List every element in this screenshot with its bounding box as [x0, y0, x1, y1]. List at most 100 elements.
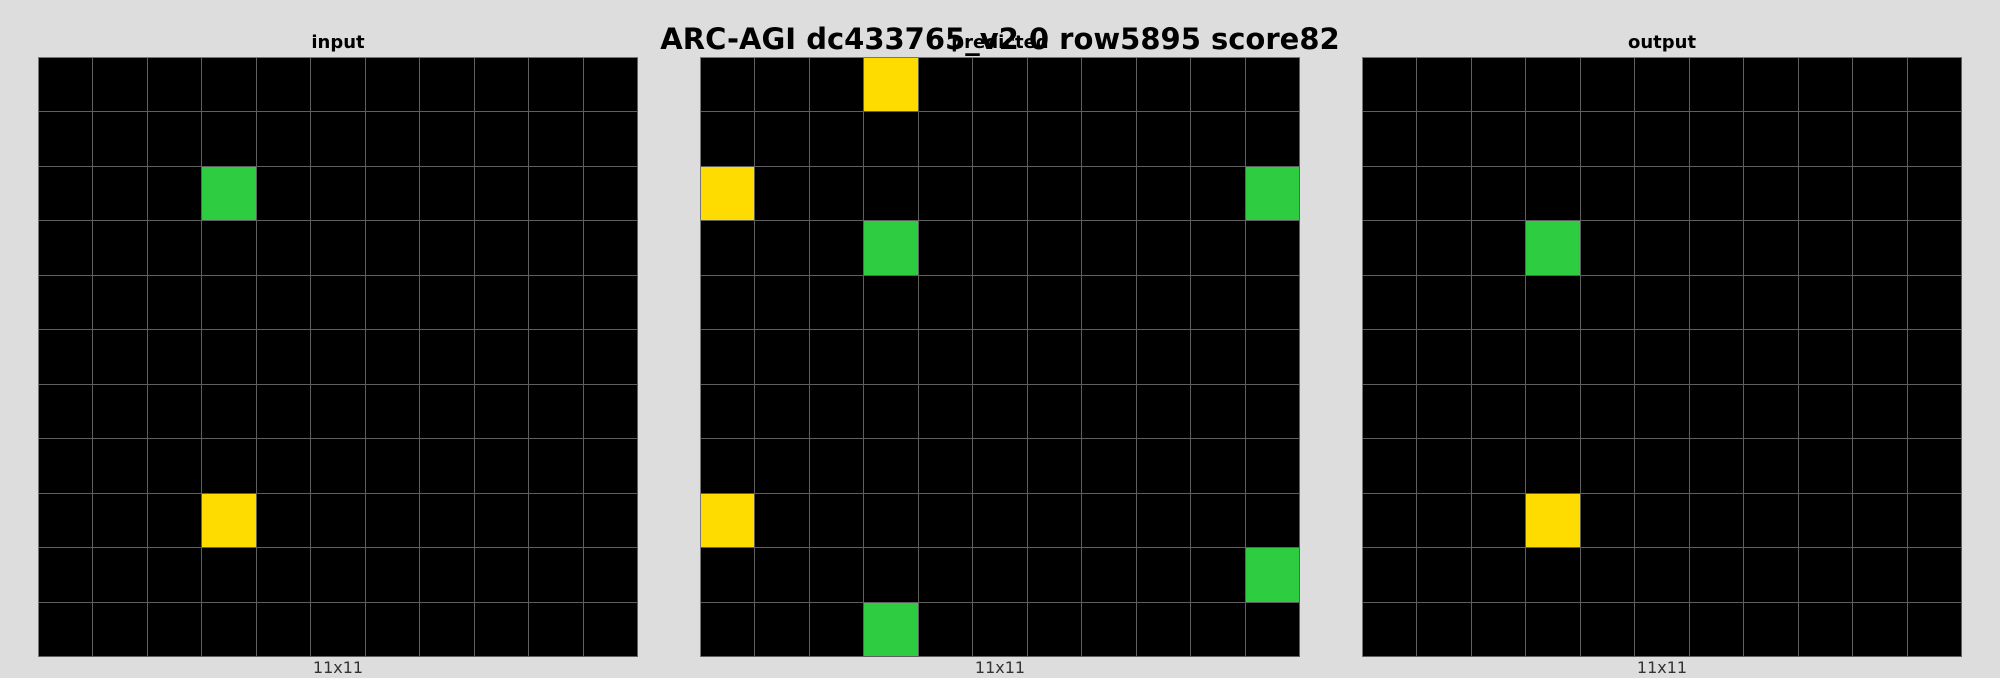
grid-cell	[918, 166, 974, 222]
grid-cell	[1907, 493, 1962, 549]
grid-cell	[1689, 439, 1745, 494]
grid-cell	[93, 330, 148, 385]
grid-cell	[1689, 166, 1745, 222]
grid-cell	[93, 58, 148, 113]
grid-cell	[1245, 166, 1300, 222]
grid-cell	[529, 439, 584, 494]
grid-cell	[1027, 384, 1083, 440]
grid-cell	[1471, 439, 1527, 494]
grid-cell	[202, 58, 257, 113]
grid-cell	[755, 493, 810, 549]
grid-cell	[1907, 112, 1962, 167]
grid-cell	[1798, 439, 1854, 494]
grid-cell	[1526, 330, 1581, 385]
grid-cell	[1635, 493, 1690, 549]
grid-cell	[420, 112, 475, 167]
grid-cell	[1635, 221, 1690, 276]
grid-cell	[474, 112, 530, 167]
grid-cell	[1082, 439, 1137, 494]
grid-cell	[1027, 548, 1083, 603]
grid-cell	[1907, 439, 1962, 494]
grid-cell	[1471, 112, 1527, 167]
grid-cell	[755, 384, 810, 440]
grid-cell	[147, 439, 203, 494]
grid-cell	[311, 58, 366, 113]
grid-cell	[1635, 384, 1690, 440]
grid-cell	[1363, 166, 1418, 222]
grid-cell	[1027, 112, 1083, 167]
grid-cell	[918, 58, 974, 113]
grid-cell	[1027, 330, 1083, 385]
grid-cell	[1363, 221, 1418, 276]
grid-cell	[1689, 548, 1745, 603]
grid-cell	[1191, 112, 1246, 167]
grid-cell	[202, 275, 257, 331]
grid-cell	[1798, 221, 1854, 276]
grid-cell	[202, 221, 257, 276]
grid-cell	[583, 493, 638, 549]
grid-cell	[311, 275, 366, 331]
grid-cell	[701, 166, 756, 222]
grid-cell	[701, 439, 756, 494]
grid-cell	[147, 384, 203, 440]
grid-cell	[529, 275, 584, 331]
grid-cell	[1417, 112, 1472, 167]
grid-cell	[583, 384, 638, 440]
grid-cell	[809, 602, 865, 657]
grid-cell	[1191, 548, 1246, 603]
grid-cell	[1798, 384, 1854, 440]
grid-cell	[365, 221, 421, 276]
grid-cell	[809, 439, 865, 494]
grid-cell	[1526, 602, 1581, 657]
grid-cell	[1136, 330, 1192, 385]
grid-cell	[1417, 166, 1472, 222]
grid-cell	[809, 330, 865, 385]
grid-cell	[1526, 221, 1581, 276]
grid-cell	[256, 58, 312, 113]
grid-cell	[1635, 112, 1690, 167]
grid-cell	[918, 221, 974, 276]
grid-cell	[864, 275, 919, 331]
grid-cell	[809, 275, 865, 331]
grid-cell	[1580, 112, 1636, 167]
grid-cell	[93, 439, 148, 494]
grid-cell	[311, 493, 366, 549]
grid-cell	[311, 384, 366, 440]
grid-cell	[1853, 548, 1908, 603]
grid-cell	[474, 58, 530, 113]
grid-cell	[1417, 221, 1472, 276]
grid-cell	[256, 275, 312, 331]
grid-cell	[1136, 493, 1192, 549]
grid-cell	[420, 493, 475, 549]
grid-cell	[755, 602, 810, 657]
grid-cell	[39, 221, 94, 276]
grid-cell	[864, 548, 919, 603]
grid-cell	[1471, 166, 1527, 222]
output-panel-title: output	[1627, 32, 1697, 53]
grid-cell	[1580, 275, 1636, 331]
grid-cell	[202, 439, 257, 494]
grid-cell	[1191, 275, 1246, 331]
grid-cell	[365, 384, 421, 440]
grid-cell	[1853, 493, 1908, 549]
grid-cell	[420, 330, 475, 385]
grid-cell	[809, 384, 865, 440]
grid-cell	[1082, 602, 1137, 657]
grid-cell	[311, 548, 366, 603]
grid-cell	[1580, 548, 1636, 603]
input-grid	[38, 57, 638, 657]
grid-cell	[202, 548, 257, 603]
grid-cell	[365, 548, 421, 603]
grid-cell	[1471, 602, 1527, 657]
grid-cell	[1853, 330, 1908, 385]
grid-cell	[39, 602, 94, 657]
grid-cell	[1027, 602, 1083, 657]
grid-cell	[701, 58, 756, 113]
grid-cell	[474, 493, 530, 549]
grid-cell	[583, 548, 638, 603]
grid-cell	[474, 548, 530, 603]
grid-cell	[147, 275, 203, 331]
grid-cell	[864, 166, 919, 222]
grid-cell	[1082, 58, 1137, 113]
grid-cell	[256, 112, 312, 167]
